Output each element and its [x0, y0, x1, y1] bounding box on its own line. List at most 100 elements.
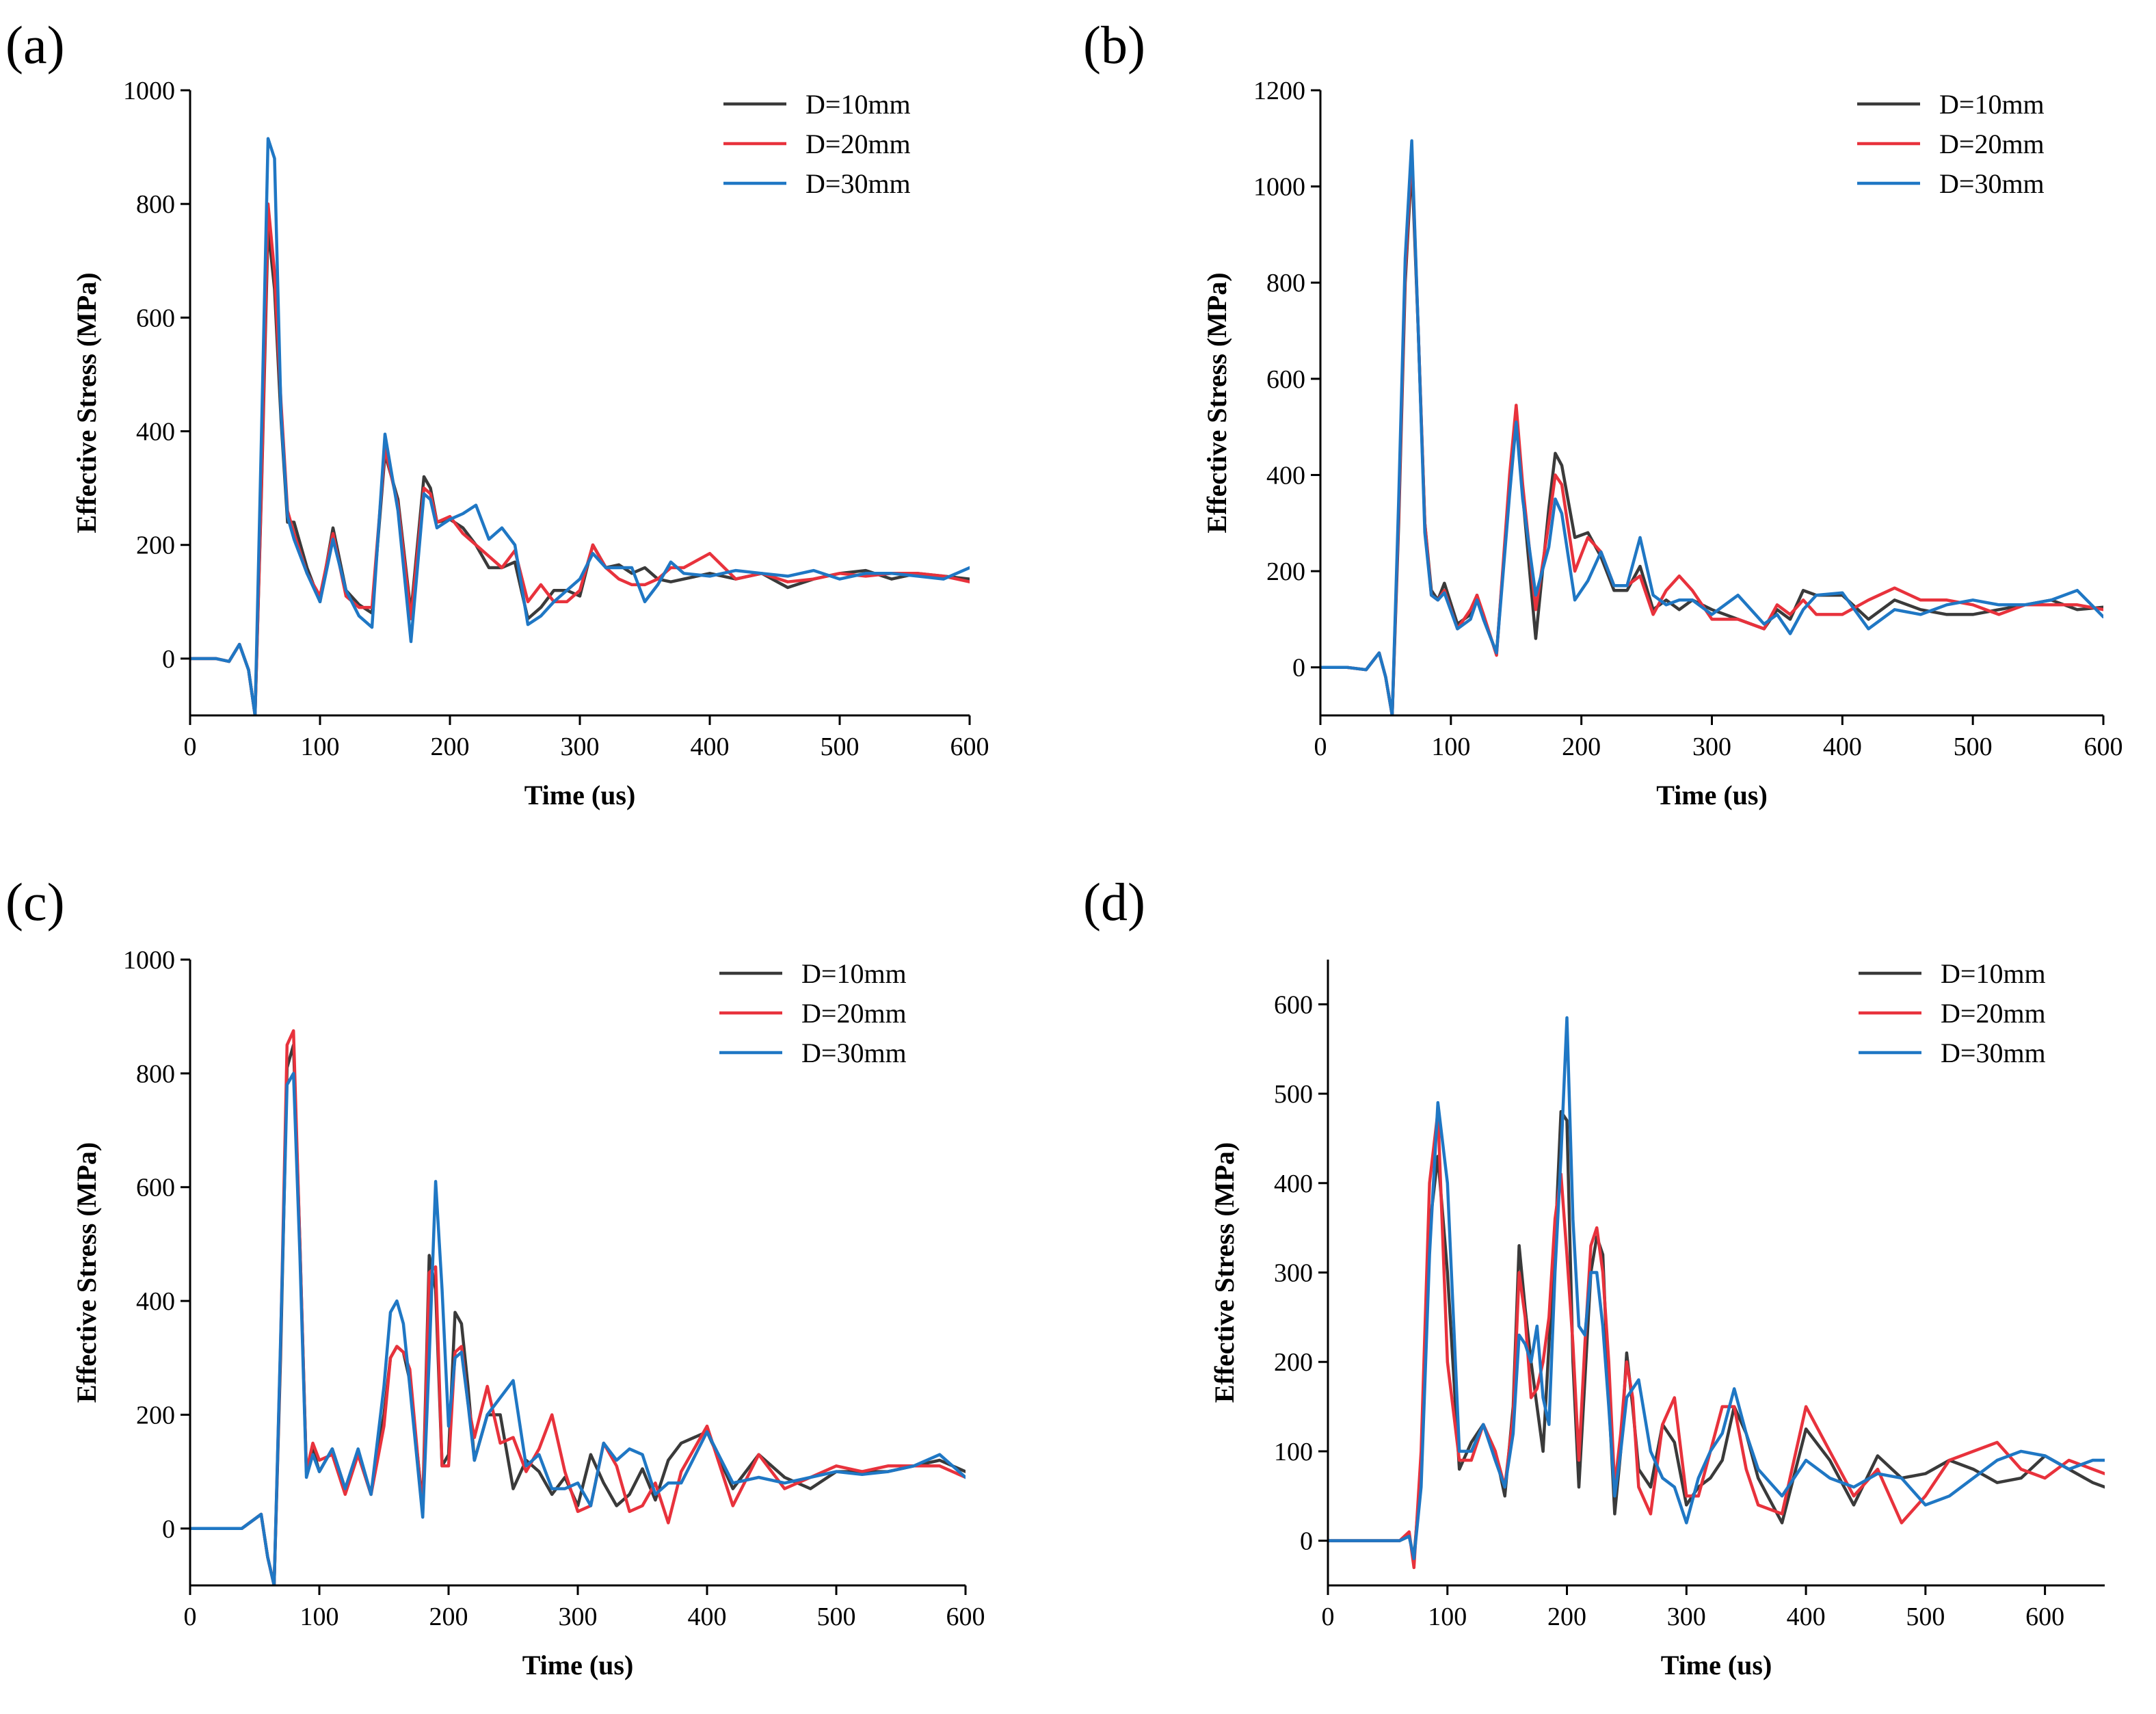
chart-a-y-tick-label: 600	[136, 304, 175, 332]
chart-c-series-line-d10mm	[190, 1043, 966, 1585]
chart-c-x-axis-label: Time (us)	[522, 1650, 634, 1680]
chart-a-x-tick-label: 200	[431, 733, 470, 761]
chart-d-series-line-d10mm	[1328, 1109, 2105, 1561]
chart-b-legend-label: D=20mm	[1939, 129, 2045, 159]
chart-d-y-tick-label: 200	[1274, 1348, 1313, 1377]
chart-d-legend-label: D=20mm	[1941, 998, 2046, 1029]
chart-a-series-line-d20mm	[190, 202, 970, 715]
chart-d-y-tick-label: 100	[1274, 1438, 1313, 1466]
chart-b-y-axis-label: Effective Stress (MPa)	[1201, 272, 1232, 533]
chart-d-y-tick-label: 600	[1274, 990, 1313, 1019]
chart-a-series-line-d30mm	[190, 137, 970, 715]
chart-b-legend-label: D=10mm	[1939, 89, 2045, 120]
chart-d-y-tick-label: 500	[1274, 1080, 1313, 1109]
chart-b-series-group	[1320, 139, 2103, 715]
chart-c-y-tick-label: 1000	[123, 946, 175, 975]
chart-d-x-tick-label: 400	[1787, 1603, 1826, 1631]
chart-d-series-line-d20mm	[1328, 1109, 2105, 1570]
chart-b-x-tick-label: 100	[1431, 733, 1470, 761]
chart-d-x-tick-label: 200	[1547, 1603, 1586, 1631]
chart-d-y-tick-label: 400	[1274, 1170, 1313, 1198]
chart-c-legend-label: D=20mm	[801, 998, 907, 1029]
chart-c-x-tick-label: 400	[688, 1603, 727, 1631]
chart-b-svg: (b) 0 100 200 300 400 500 600 0 200 400 600 800 1000 1…	[1083, 15, 2123, 810]
chart-c-x-tick-label: 500	[817, 1603, 856, 1631]
chart-b-y-tick-label: 800	[1266, 269, 1305, 298]
chart-d-x-tick-label: 100	[1428, 1603, 1467, 1631]
chart-d-x-tick-label: 300	[1667, 1603, 1706, 1631]
chart-d-x-axis-label: Time (us)	[1661, 1650, 1772, 1680]
chart-a-y-tick-label: 800	[136, 190, 175, 219]
chart-a-legend-label: D=20mm	[806, 129, 911, 159]
chart-b-x-tick-label: 0	[1314, 733, 1327, 761]
chart-d-x-tick-label: 500	[1906, 1603, 1945, 1631]
chart-c-y-tick-label: 400	[136, 1287, 175, 1316]
chart-d-series-group	[1328, 1016, 2105, 1570]
chart-panel-b: (b) 0 100 200 300 400 500 600 0 200 400 600 800 1000 1…	[1078, 0, 2155, 857]
chart-c-y-axis-label: Effective Stress (MPa)	[71, 1142, 102, 1403]
chart-b-x-axis-label: Time (us)	[1656, 780, 1768, 810]
chart-b-x-tick-label: 200	[1562, 733, 1601, 761]
chart-a-y-tick-label: 200	[136, 531, 175, 560]
chart-b-series-line-d10mm	[1320, 161, 2103, 715]
chart-b-x-tick-label: 300	[1692, 733, 1731, 761]
chart-c-x-tick-label: 600	[946, 1603, 985, 1631]
chart-a-x-tick-label: 0	[184, 733, 197, 761]
chart-panel-d: (d) 0 100 200 300 400 500 600 0 100 200 300 400 500 60…	[1078, 857, 2155, 1714]
chart-d-legend-label: D=30mm	[1941, 1038, 2046, 1068]
chart-b-panel-label: (b)	[1083, 15, 1145, 75]
chart-b-y-tick-label: 600	[1266, 365, 1305, 394]
chart-d-series-line-d30mm	[1328, 1016, 2105, 1561]
chart-c-y-tick-label: 600	[136, 1174, 175, 1202]
chart-c-x-tick-label: 300	[559, 1603, 598, 1631]
chart-a-y-tick-label: 0	[162, 645, 175, 674]
chart-a-svg: (a) 0 100 200 300 400 500 600 0 200 400 600 800 1000 T…	[5, 15, 989, 810]
chart-panel-c: (c) 0 100 200 300 400 500 600 0 200 400 600 800 1000 T…	[0, 857, 1078, 1714]
chart-b-y-tick-label: 0	[1292, 654, 1305, 683]
chart-c-x-tick-label: 100	[300, 1603, 339, 1631]
chart-b-y-tick-label: 200	[1266, 557, 1305, 586]
chart-a-x-tick-label: 600	[950, 733, 989, 761]
chart-c-svg: (c) 0 100 200 300 400 500 600 0 200 400 600 800 1000 T…	[5, 872, 985, 1680]
chart-a-x-tick-label: 400	[691, 733, 730, 761]
chart-c-legend-label: D=30mm	[801, 1038, 907, 1068]
chart-c-x-tick-label: 0	[184, 1603, 197, 1631]
chart-d-x-tick-label: 600	[2025, 1603, 2064, 1631]
chart-d-y-tick-label: 300	[1274, 1259, 1313, 1288]
chart-a-x-tick-label: 500	[821, 733, 860, 761]
chart-d-panel-label: (d)	[1083, 872, 1145, 932]
chart-c-series-group	[190, 1029, 966, 1585]
chart-b-legend-label: D=30mm	[1939, 168, 2045, 199]
chart-c-y-tick-label: 200	[136, 1401, 175, 1429]
chart-a-legend-label: D=30mm	[806, 168, 911, 199]
chart-a-series-group	[190, 137, 970, 715]
chart-a-x-axis-label: Time (us)	[524, 780, 636, 810]
chart-b-y-tick-label: 400	[1266, 461, 1305, 490]
chart-a-panel-label: (a)	[5, 15, 65, 75]
chart-c-series-line-d30mm	[190, 1072, 966, 1585]
chart-d-x-tick-label: 0	[1322, 1603, 1335, 1631]
chart-panel-a: (a) 0 100 200 300 400 500 600 0 200 400 600 800 1000 T…	[0, 0, 1078, 857]
chart-b-series-line-d30mm	[1320, 139, 2103, 715]
chart-c-panel-label: (c)	[5, 872, 65, 932]
chart-c-y-tick-label: 0	[162, 1515, 175, 1544]
chart-b-x-tick-label: 400	[1823, 733, 1862, 761]
chart-c-legend-label: D=10mm	[801, 958, 907, 989]
chart-c-x-tick-label: 200	[429, 1603, 468, 1631]
chart-a-series-line-d10mm	[190, 225, 970, 715]
chart-a-y-tick-label: 1000	[123, 77, 175, 105]
chart-d-svg: (d) 0 100 200 300 400 500 600 0 100 200 300 400 500 60…	[1083, 872, 2105, 1680]
chart-a-x-tick-label: 100	[301, 733, 340, 761]
chart-b-y-tick-label: 1200	[1253, 77, 1305, 105]
chart-c-y-tick-label: 800	[136, 1059, 175, 1088]
chart-a-x-tick-label: 300	[561, 733, 600, 761]
chart-b-x-tick-label: 500	[1954, 733, 1993, 761]
chart-b-series-line-d20mm	[1320, 146, 2103, 715]
chart-d-legend-label: D=10mm	[1941, 958, 2046, 989]
chart-a-y-axis-label: Effective Stress (MPa)	[71, 272, 102, 533]
chart-b-x-tick-label: 600	[2084, 733, 2123, 761]
chart-d-y-tick-label: 0	[1300, 1527, 1313, 1556]
chart-b-y-tick-label: 1000	[1253, 173, 1305, 202]
chart-a-legend-label: D=10mm	[806, 89, 911, 120]
chart-a-y-tick-label: 400	[136, 418, 175, 447]
